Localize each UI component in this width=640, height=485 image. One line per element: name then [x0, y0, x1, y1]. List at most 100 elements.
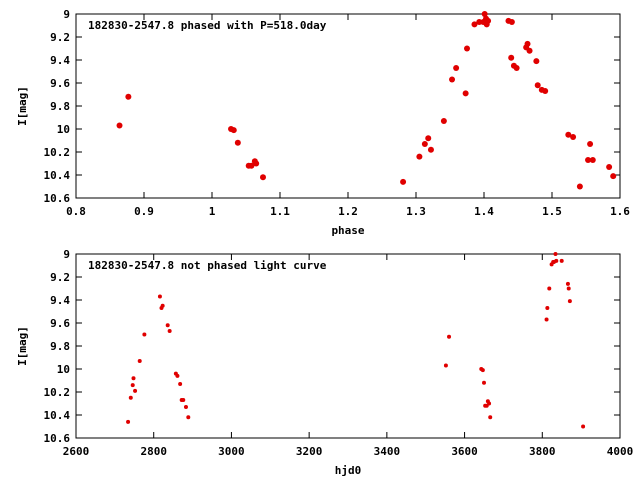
y-tick-label: 10.6 — [44, 192, 71, 205]
data-point — [186, 415, 191, 420]
data-point — [488, 415, 493, 420]
data-point — [553, 252, 558, 256]
data-point — [183, 404, 188, 409]
data-point — [471, 21, 478, 28]
data-point — [576, 183, 583, 190]
chart-title: 182830-2547.8 not phased light curve — [88, 259, 327, 272]
x-tick-label: 3600 — [451, 445, 478, 458]
data-point — [165, 323, 170, 328]
data-point — [116, 122, 123, 129]
data-point — [487, 401, 492, 406]
data-point — [167, 329, 172, 334]
data-point — [587, 140, 594, 147]
data-point — [542, 88, 549, 95]
x-tick-label: 3000 — [218, 445, 245, 458]
data-point — [421, 140, 428, 147]
data-point — [610, 173, 617, 180]
x-tick-label: 1.1 — [270, 205, 290, 218]
data-point — [585, 157, 592, 164]
y-tick-label: 9.6 — [50, 317, 70, 330]
data-point — [480, 368, 485, 373]
data-point — [178, 381, 183, 386]
x-tick-label: 1.6 — [610, 205, 630, 218]
data-point — [440, 117, 447, 124]
plot-frame — [75, 253, 621, 439]
data-point — [142, 332, 147, 337]
x-tick-label: 1.5 — [542, 205, 562, 218]
y-tick-label: 9.4 — [50, 54, 70, 67]
y-tick-label: 10.2 — [44, 386, 71, 399]
y-tick-label: 10.2 — [44, 146, 71, 159]
data-point — [125, 93, 132, 100]
x-axis-label: phase — [331, 224, 364, 237]
data-point — [416, 153, 423, 160]
data-point — [565, 131, 572, 138]
x-tick-label: 1.2 — [338, 205, 358, 218]
chart-title: 182830-2547.8 phased with P=518.0day — [88, 19, 327, 32]
data-point — [464, 45, 470, 52]
y-tick-label: 9.2 — [50, 271, 70, 284]
data-point — [130, 383, 135, 388]
x-tick-label: 0.9 — [134, 205, 154, 218]
data-point — [175, 373, 180, 378]
data-point — [533, 58, 540, 65]
x-axis-label: hjd0 — [335, 464, 362, 477]
data-point — [508, 19, 515, 26]
y-tick-label: 9.8 — [50, 340, 70, 353]
y-tick-label: 9 — [63, 8, 70, 21]
data-point — [248, 162, 255, 169]
y-tick-label: 10.4 — [44, 409, 71, 422]
y-axis-label: I[mag] — [16, 326, 29, 366]
data-point — [508, 54, 515, 61]
data-point — [425, 135, 432, 142]
y-tick-label: 9.8 — [50, 100, 70, 113]
plot-frame — [75, 13, 621, 199]
data-point — [131, 376, 136, 381]
data-point — [453, 65, 460, 72]
data-point — [128, 395, 133, 400]
data-point — [400, 178, 407, 185]
y-tick-label: 10 — [57, 363, 70, 376]
data-point — [427, 146, 434, 153]
data-point — [606, 163, 613, 170]
data-point — [230, 127, 237, 134]
data-point — [462, 90, 469, 97]
y-axis-label: I[mag] — [16, 86, 29, 126]
y-tick-label: 10.6 — [44, 432, 71, 445]
data-point — [157, 294, 162, 299]
x-tick-label: 3200 — [296, 445, 323, 458]
x-tick-label: 2600 — [63, 445, 90, 458]
x-tick-label: 3800 — [529, 445, 556, 458]
data-point — [447, 334, 452, 339]
x-tick-label: 1.3 — [406, 205, 426, 218]
data-point — [547, 286, 552, 291]
data-point — [181, 398, 186, 403]
data-point — [126, 419, 131, 424]
data-point — [481, 11, 488, 17]
y-tick-label: 9 — [63, 248, 70, 261]
data-point — [554, 258, 559, 263]
x-tick-label: 4000 — [607, 445, 634, 458]
data-point — [534, 82, 541, 89]
data-point — [567, 299, 572, 304]
y-tick-label: 10.4 — [44, 169, 71, 182]
y-tick-label: 9.2 — [50, 31, 70, 44]
data-point — [234, 139, 241, 146]
data-point — [545, 306, 550, 311]
data-point — [565, 281, 570, 286]
x-tick-label: 2800 — [140, 445, 167, 458]
data-point — [589, 157, 596, 164]
data-point — [581, 424, 586, 429]
data-point — [524, 40, 531, 47]
data-point — [482, 380, 486, 385]
data-point — [570, 134, 577, 141]
data-point — [260, 174, 266, 181]
x-tick-label: 0.8 — [66, 205, 86, 218]
unphased-light-curve-panel: 2600 2800 3000 3200 3400 3600 3800 4000 9 9.2 9.4 9… — [16, 248, 633, 477]
data-point — [526, 47, 533, 54]
data-point — [485, 17, 492, 24]
y-tick-label: 10 — [57, 123, 70, 136]
x-tick-label: 1 — [209, 205, 216, 218]
